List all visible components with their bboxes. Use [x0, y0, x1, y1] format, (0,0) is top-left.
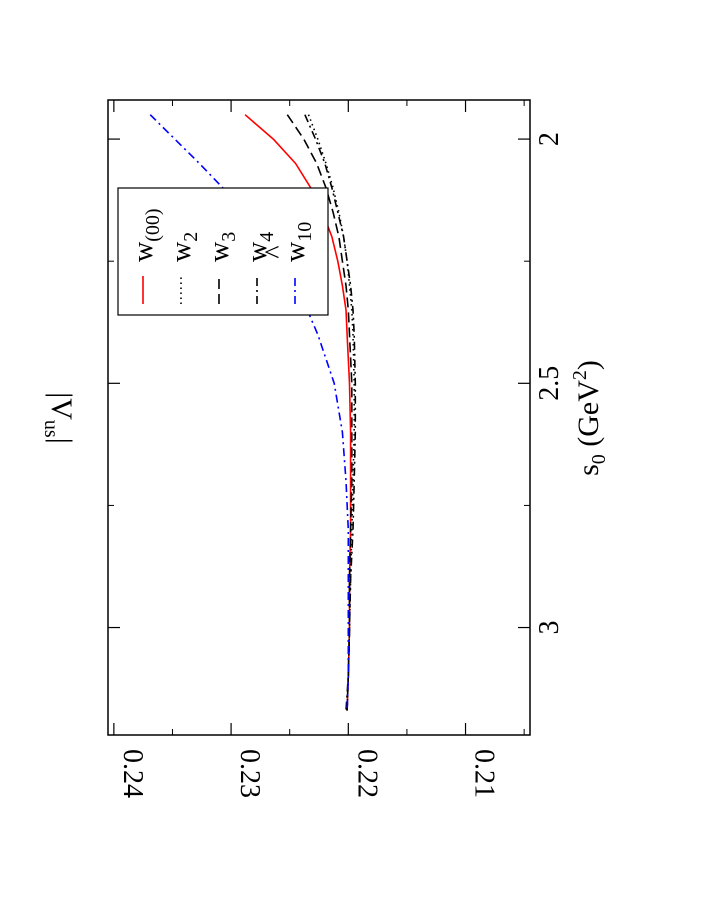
x-axis-label-sup: 2	[569, 370, 591, 380]
x-tick-label: 2.5	[534, 366, 565, 401]
legend-w4-label: w4	[242, 232, 278, 262]
plot-frame	[107, 99, 531, 736]
legend-w00-label: w(00)	[128, 208, 164, 262]
legend-w10-label-base: w	[280, 241, 311, 262]
legend-w10-hat: ^	[260, 245, 291, 258]
series-w3-line	[286, 114, 353, 711]
x-axis-label-rest: (GeV	[572, 380, 605, 454]
y-tick-label: 0.21	[469, 749, 500, 798]
series-layer	[149, 114, 357, 711]
x-axis-label-base: s	[572, 464, 605, 476]
legend-w2-label-sub: 2	[180, 232, 202, 242]
legend-w10-label-sub: 10	[294, 222, 316, 242]
legend-w4-label-base: w	[242, 241, 273, 262]
legend-w2-label-base: w	[166, 241, 197, 262]
y-tick-label: 0.22	[351, 749, 382, 798]
y-axis-label-sub: us	[40, 420, 62, 438]
tick-layer: 2 2.5 3 0.21 0.22 0.23 0.24	[108, 100, 565, 798]
legend-w4-label-sub: 4	[256, 232, 278, 242]
x-axis-label: s0 (GeV2)	[569, 360, 610, 476]
legend-w10-label: w10	[280, 222, 316, 262]
y-axis-label-end: |	[45, 438, 78, 444]
legend-w3-label-base: w	[204, 241, 235, 262]
y-tick-label: 0.24	[117, 749, 148, 798]
series-w10-line	[149, 114, 350, 711]
legend-w3-label-sub: 3	[218, 232, 240, 242]
x-tick-label: 2	[534, 132, 565, 146]
x-axis-label-end: )	[572, 360, 605, 370]
legend-w2-label: w2	[166, 232, 202, 262]
legend-w00-label-base: w	[128, 241, 159, 262]
y-axis-label-base: |V	[45, 392, 78, 420]
y-tick-label: 0.23	[234, 749, 265, 798]
legend-w3-label: w3	[204, 232, 240, 262]
series-w4-line	[304, 114, 357, 711]
x-tick-label: 3	[534, 621, 565, 635]
legend-w00-label-sub: (00)	[142, 208, 164, 241]
legend-box	[117, 187, 329, 316]
x-axis-label-sub: 0	[588, 454, 610, 464]
y-axis-label: |Vus|	[40, 392, 78, 443]
